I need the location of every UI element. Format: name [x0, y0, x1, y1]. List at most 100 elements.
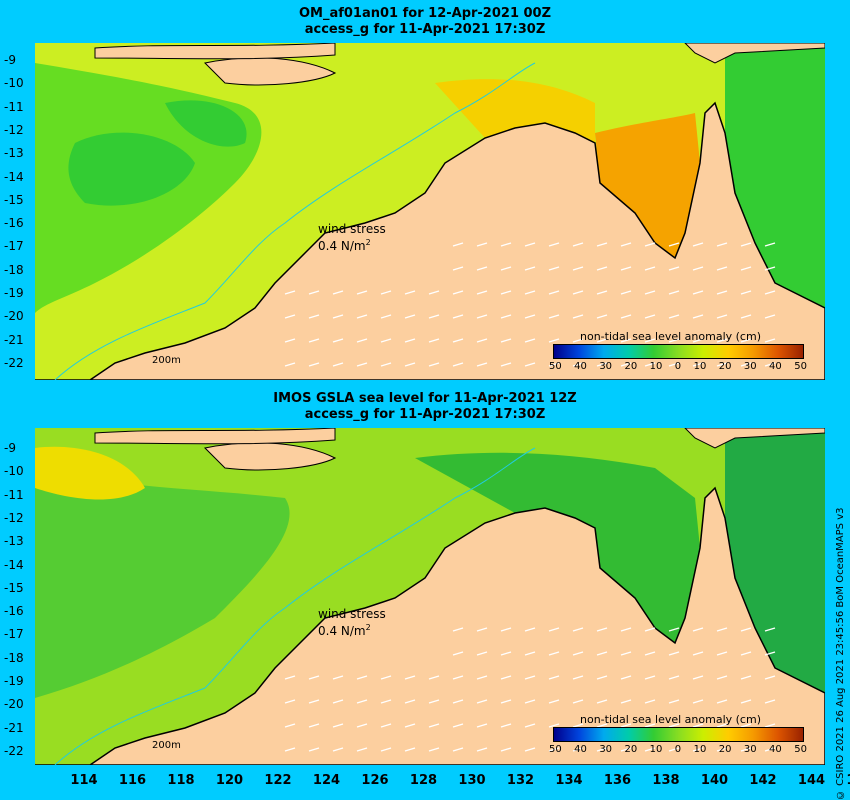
wind-arrow — [740, 699, 752, 704]
green-patch-2 — [165, 100, 247, 147]
wind-arrow — [596, 266, 608, 271]
wind-arrow — [596, 747, 608, 752]
wind-arrow — [380, 338, 392, 343]
panel1-wind-key: wind stress 0.4 N/m2 — [318, 222, 386, 253]
green-region-central — [415, 452, 700, 643]
wind-arrow — [380, 362, 392, 367]
wind-arrow — [644, 723, 656, 728]
wind-arrow — [332, 675, 344, 680]
wind-arrow — [332, 362, 344, 367]
wind-arrow — [428, 338, 440, 343]
wind-arrow — [548, 338, 560, 343]
wind-arrow — [620, 651, 632, 656]
wind-arrow — [356, 723, 368, 728]
wind-arrow — [620, 747, 632, 752]
wind-arrow — [716, 723, 728, 728]
wind-arrow — [740, 675, 752, 680]
wind-arrow — [500, 747, 512, 752]
island-north — [94, 428, 336, 445]
panel1-colorbar — [553, 344, 804, 359]
wind-arrow — [668, 362, 680, 367]
bathymetry-200m — [54, 62, 536, 380]
wind-arrow — [428, 290, 440, 295]
y-tick-label: -14 — [4, 557, 24, 572]
wind-arrow — [476, 699, 488, 704]
orange-region — [595, 113, 700, 258]
wind-arrow — [428, 723, 440, 728]
wind-arrow — [644, 675, 656, 680]
wind-arrow — [524, 290, 536, 295]
wind-arrow — [716, 266, 728, 271]
wind-arrow — [500, 627, 512, 632]
wind-arrow — [620, 242, 632, 247]
wind-arrow — [356, 338, 368, 343]
wind-arrow — [668, 675, 680, 680]
wind-arrow — [332, 338, 344, 343]
wind-arrow — [380, 290, 392, 295]
wind-arrow — [548, 699, 560, 704]
wind-arrow — [500, 723, 512, 728]
wind-arrow — [572, 314, 584, 319]
wind-arrow — [452, 362, 464, 367]
wind-arrow — [308, 723, 320, 728]
wind-arrow — [380, 747, 392, 752]
wind-arrow — [644, 266, 656, 271]
panel1-map — [35, 43, 825, 380]
wind-arrow — [524, 266, 536, 271]
panel2-title-line1: IMOS GSLA sea level for 11-Apr-2021 12Z — [273, 391, 577, 406]
wind-arrow — [572, 627, 584, 632]
wind-arrow — [764, 627, 776, 632]
y-tick-label: -21 — [4, 332, 24, 347]
wind-arrow — [596, 314, 608, 319]
y-tick-label: -12 — [4, 122, 24, 137]
wind-arrow — [668, 651, 680, 656]
wind-arrow — [764, 651, 776, 656]
y-tick-label: -17 — [4, 627, 24, 642]
wind-arrow — [284, 362, 296, 367]
wind-arrow — [356, 747, 368, 752]
wind-arrow — [764, 266, 776, 271]
wind-arrow — [308, 362, 320, 367]
x-tick-label: 122 — [264, 773, 292, 788]
wind-arrow — [452, 266, 464, 271]
panel2-map — [35, 428, 825, 765]
wind-arrow — [548, 314, 560, 319]
wind-arrow — [740, 747, 752, 752]
wind-arrow — [476, 627, 488, 632]
wind-arrow — [596, 675, 608, 680]
panel1-colorbar-ticks: 50 40 30 20 10 0 10 20 30 40 50 — [549, 361, 807, 372]
wind-arrow — [716, 747, 728, 752]
panel2-colorbar — [553, 727, 804, 742]
wind-arrow — [620, 290, 632, 295]
wind-arrow — [404, 362, 416, 367]
y-tick-label: -14 — [4, 169, 24, 184]
panel1-colorbar-title: non-tidal sea level anomaly (cm) — [580, 330, 761, 343]
island-new-guinea — [684, 43, 825, 64]
wind-arrow — [620, 675, 632, 680]
wind-arrow — [740, 290, 752, 295]
wind-arrow — [668, 627, 680, 632]
x-tick-label: 120 — [215, 773, 244, 788]
green-region-east — [725, 428, 825, 693]
wind-arrow — [380, 723, 392, 728]
wind-arrow — [596, 242, 608, 247]
wind-arrow — [668, 314, 680, 319]
wind-arrow — [596, 290, 608, 295]
green-patch-1 — [68, 132, 195, 206]
wind-arrow — [332, 699, 344, 704]
wind-arrow — [524, 723, 536, 728]
wind-arrow — [668, 747, 680, 752]
wind-arrow — [452, 699, 464, 704]
wind-arrow — [716, 627, 728, 632]
wind-arrow — [452, 627, 464, 632]
panel1-title-line1: OM_af01an01 for 12-Apr-2021 00Z — [298, 6, 552, 21]
wind-arrow — [356, 362, 368, 367]
wind-arrow — [572, 699, 584, 704]
wind-arrow — [692, 651, 704, 656]
y-tick-label: -20 — [4, 309, 24, 324]
y-tick-label: -19 — [4, 286, 24, 300]
wind-arrow — [476, 338, 488, 343]
wind-arrow — [572, 290, 584, 295]
wind-arrow — [644, 242, 656, 247]
wind-arrow — [740, 338, 752, 343]
